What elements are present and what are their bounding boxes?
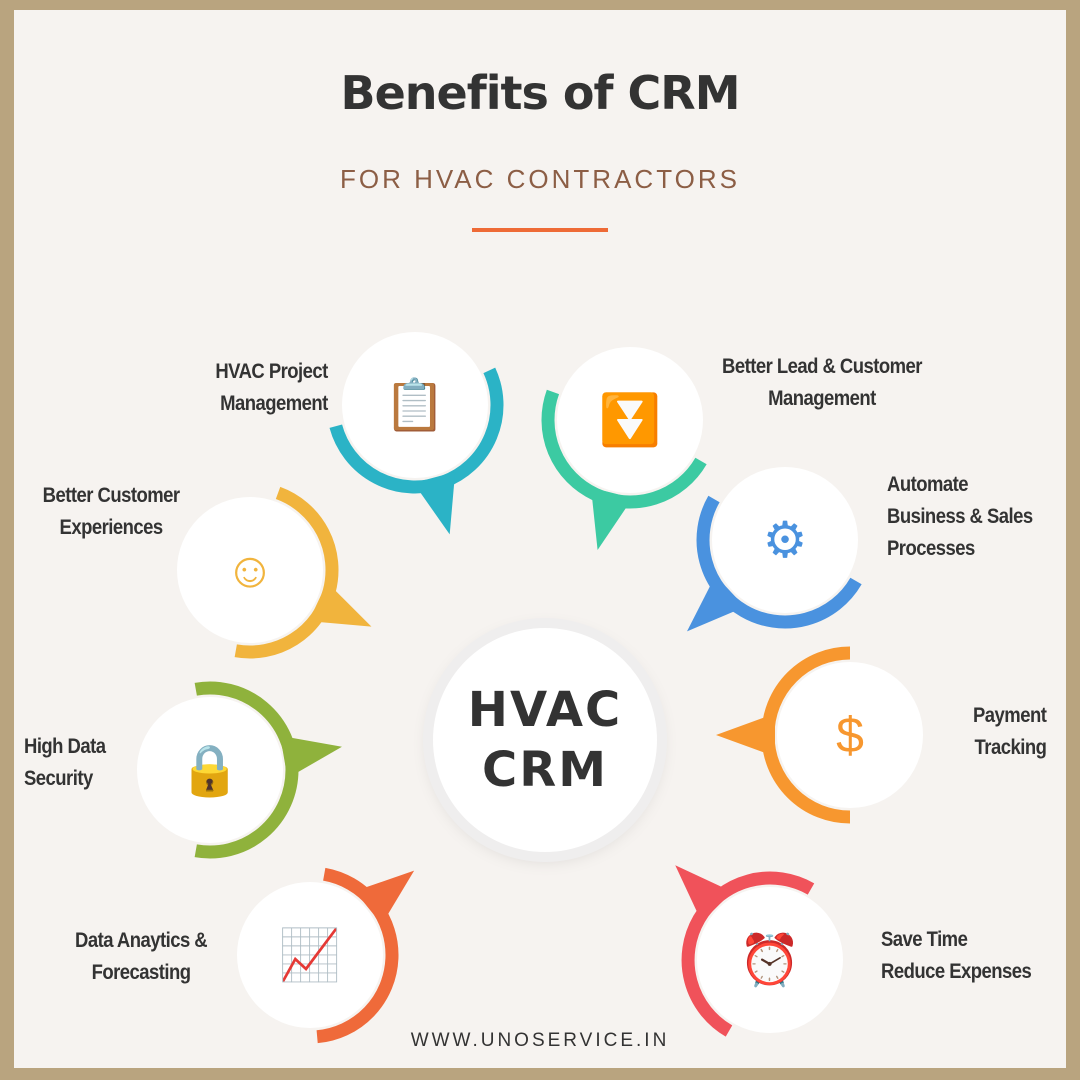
secure-data-lock-icon: 🔒	[178, 742, 242, 798]
automation-gear-icon: ⚙	[762, 512, 808, 568]
funnel-leads-icon: ⏬	[598, 392, 662, 448]
label-line: Management	[768, 387, 876, 410]
benefit-circle	[342, 332, 488, 478]
hub-circle: HVAC CRM	[433, 628, 657, 852]
benefit-circle	[137, 697, 283, 843]
label-line: HVAC Project	[215, 360, 329, 383]
hub-line1: HVAC	[467, 682, 623, 738]
ring-pointer	[413, 471, 456, 535]
ring-pointer	[675, 865, 733, 923]
label-line: Better Lead & Customer	[722, 355, 922, 378]
benefit-circle	[712, 467, 858, 613]
benefit-circle	[177, 497, 323, 643]
hub-line2: CRM	[482, 742, 608, 798]
ring-arc	[316, 867, 399, 1044]
label-line: Save Time	[881, 928, 968, 951]
ring-arc	[696, 495, 862, 629]
label-line: Forecasting	[91, 961, 191, 984]
benefit-label-automate-processes: Automate Business & Sales Processes	[887, 469, 1033, 565]
label-line: Reduce Expenses	[881, 960, 1032, 983]
ring-pointer	[308, 582, 372, 627]
benefit-circle	[557, 347, 703, 493]
footer-url[interactable]: WWW.UNOSERVICE.IN	[410, 1030, 670, 1051]
ring-pointer	[280, 735, 342, 779]
label-line: Better Customer	[43, 484, 180, 507]
label-line: Payment	[972, 704, 1047, 727]
benefit-label-customer-experiences: Better Customer Experiences	[43, 480, 180, 544]
benefit-circle	[777, 662, 923, 808]
label-line: Experiences	[60, 516, 164, 539]
ring-pointer	[591, 487, 633, 551]
label-line: Automate	[887, 473, 969, 496]
title-divider	[472, 228, 608, 232]
benefit-label-payment-tracking: Payment Tracking	[972, 700, 1047, 764]
ring-pointer	[716, 713, 776, 757]
benefit-label-project-management: HVAC Project Management	[215, 356, 329, 420]
hand-dollar-coin-icon: $	[836, 707, 864, 763]
benefit-label-data-analytics: Data Anaytics & Forecasting	[74, 925, 208, 989]
analytics-chart-icon: 📈	[278, 927, 342, 983]
ring-arc	[682, 871, 815, 1037]
benefit-label-lead-management: Better Lead & Customer Management	[722, 351, 922, 415]
label-line: Business & Sales	[887, 505, 1033, 528]
happy-customer-icon: ☺	[224, 542, 276, 598]
label-line: High Data	[24, 735, 106, 758]
benefit-label-data-security: High Data Security	[24, 731, 106, 795]
benefit-label-save-time: Save Time Reduce Expenses	[881, 924, 1032, 988]
ring-pointer	[686, 575, 745, 632]
label-line: Management	[220, 392, 328, 415]
hand-alarm-clock-icon: ⏰	[738, 932, 802, 988]
page-title: Benefits of CRM	[340, 66, 741, 120]
benefit-circle	[697, 887, 843, 1033]
label-line: Tracking	[974, 736, 1046, 759]
label-line: Processes	[887, 537, 975, 560]
label-line: Security	[24, 767, 93, 790]
page-subtitle: FOR HVAC CONTRACTORS	[340, 164, 740, 194]
label-line: Data Anaytics &	[74, 929, 208, 952]
ring-pointer	[354, 870, 415, 925]
clipboard-gear-icon: 📋	[383, 377, 447, 433]
benefit-circle	[237, 882, 383, 1028]
